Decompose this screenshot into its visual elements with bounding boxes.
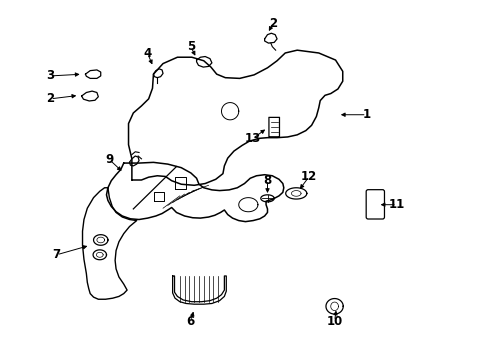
Text: 5: 5: [186, 40, 195, 53]
Text: 2: 2: [268, 17, 277, 30]
Text: 2: 2: [46, 93, 54, 105]
Text: 7: 7: [53, 248, 61, 261]
FancyBboxPatch shape: [366, 190, 384, 219]
Text: 9: 9: [105, 153, 113, 166]
Text: 4: 4: [143, 47, 151, 60]
Text: 3: 3: [46, 69, 54, 82]
Text: 13: 13: [244, 132, 261, 145]
Text: 11: 11: [388, 198, 404, 211]
Text: 8: 8: [263, 174, 271, 186]
Text: 10: 10: [326, 315, 342, 328]
Text: 6: 6: [186, 315, 195, 328]
Text: 12: 12: [301, 170, 317, 183]
FancyBboxPatch shape: [268, 117, 279, 137]
Text: 1: 1: [362, 108, 370, 121]
